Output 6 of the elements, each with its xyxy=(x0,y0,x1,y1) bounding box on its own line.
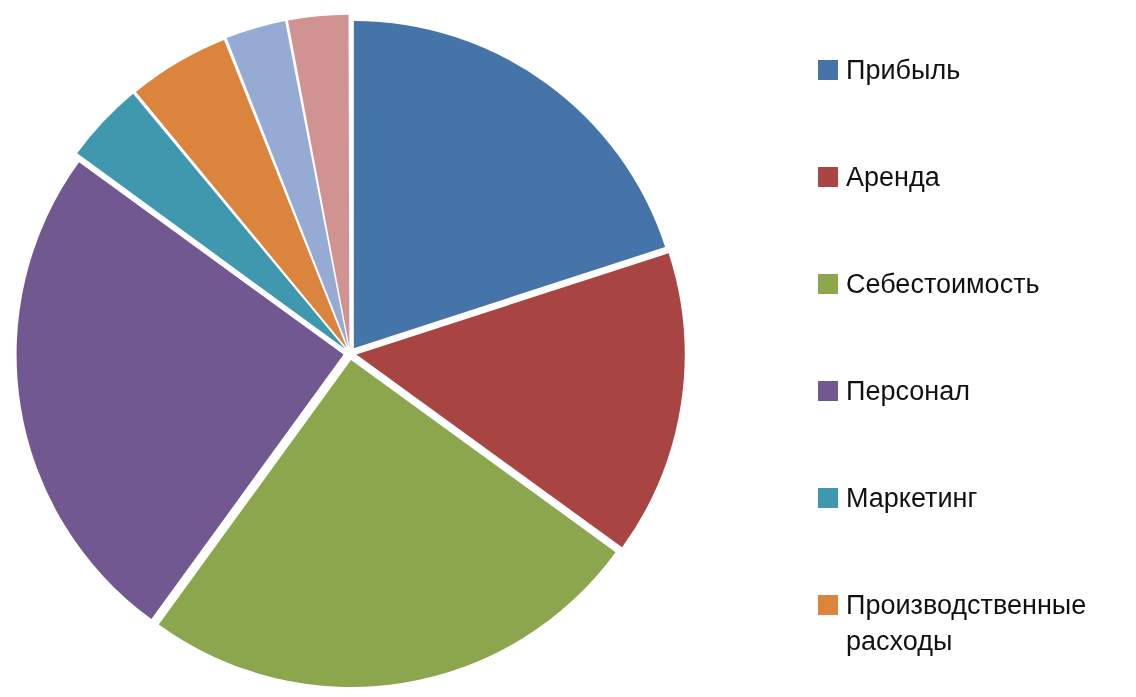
legend-label: Себестоимость xyxy=(846,268,1040,301)
legend-label: Аренда xyxy=(846,161,940,194)
legend-label: Персонал xyxy=(846,375,970,408)
legend-label: Маркетинг xyxy=(846,482,978,515)
legend-label: Прибыль xyxy=(846,54,961,87)
legend-label: Производственные расходы xyxy=(846,589,1088,658)
